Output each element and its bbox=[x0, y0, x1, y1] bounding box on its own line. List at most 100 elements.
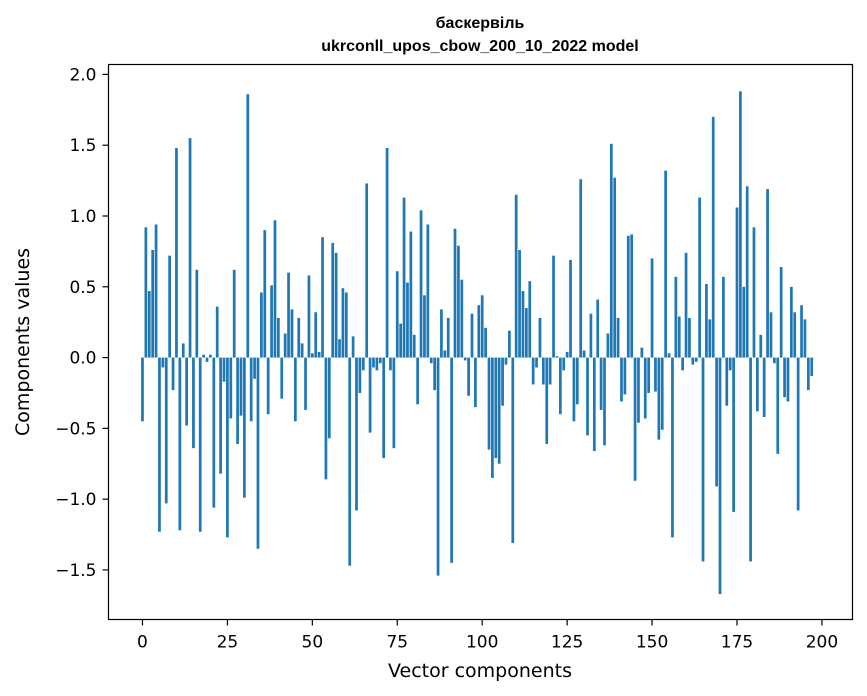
y-axis-ticks: 2.0 1.5 1.0 0.5 0.0 −0.5 −1.0 −1.5 bbox=[55, 65, 109, 581]
bar-component-113 bbox=[525, 308, 528, 358]
bar-component-75 bbox=[395, 271, 399, 358]
y-tick-label: −0.5 bbox=[55, 419, 96, 439]
bar-component-165 bbox=[701, 357, 705, 562]
bar-component-55 bbox=[327, 357, 331, 439]
bar-component-119 bbox=[545, 357, 549, 444]
bar-component-131 bbox=[586, 357, 589, 436]
bar-component-17 bbox=[198, 357, 202, 532]
bar-component-135 bbox=[599, 357, 603, 410]
bar-component-43 bbox=[287, 272, 290, 358]
chart-subtitle: ukrconll_upos_cbow_200_10_2022 model bbox=[321, 38, 638, 55]
bar-component-130 bbox=[582, 350, 586, 358]
x-tick-label: 150 bbox=[636, 633, 668, 653]
bar-component-19 bbox=[205, 357, 209, 362]
bar-component-108 bbox=[508, 330, 511, 358]
bar-component-137 bbox=[606, 333, 610, 358]
bar-component-76 bbox=[399, 323, 403, 358]
y-axis-label: Components values bbox=[12, 248, 34, 436]
bar-component-38 bbox=[270, 285, 273, 358]
bar-component-63 bbox=[355, 357, 358, 511]
bar-component-149 bbox=[647, 357, 651, 393]
bar-component-2 bbox=[147, 291, 151, 358]
bar-component-9 bbox=[171, 357, 175, 391]
bar-component-143 bbox=[626, 235, 630, 358]
plot-frame bbox=[107, 63, 854, 621]
bar-component-40 bbox=[277, 317, 280, 358]
bar-component-121 bbox=[552, 255, 555, 358]
bar-component-54 bbox=[324, 357, 328, 480]
bar-component-132 bbox=[589, 313, 593, 358]
x-axis-ticks: 0 25 50 75 100 125 150 175 200 bbox=[137, 619, 838, 653]
x-tick-label: 175 bbox=[721, 633, 753, 653]
bar-component-189 bbox=[783, 357, 786, 398]
bar-component-179 bbox=[749, 357, 752, 562]
bar-component-166 bbox=[705, 283, 708, 358]
bar-component-18 bbox=[202, 354, 205, 358]
bar-component-6 bbox=[161, 357, 165, 368]
bar-component-104 bbox=[494, 357, 498, 459]
bar-component-150 bbox=[650, 258, 654, 358]
bar-component-31 bbox=[246, 94, 250, 358]
x-tick-label: 100 bbox=[466, 633, 498, 653]
bar-component-196 bbox=[806, 357, 810, 391]
bar-component-193 bbox=[796, 357, 800, 511]
bar-component-180 bbox=[752, 227, 756, 358]
bar-component-176 bbox=[739, 91, 742, 358]
bar-component-118 bbox=[541, 357, 545, 385]
bar-component-129 bbox=[579, 179, 583, 358]
bar-component-97 bbox=[470, 313, 474, 358]
bar-component-67 bbox=[368, 357, 372, 433]
bar-component-35 bbox=[260, 292, 263, 358]
bar-component-142 bbox=[623, 357, 627, 395]
bar-component-186 bbox=[773, 357, 776, 364]
bar-component-93 bbox=[457, 245, 460, 358]
bar-component-13 bbox=[185, 357, 188, 426]
bar-component-162 bbox=[691, 357, 695, 365]
bar-component-14 bbox=[188, 138, 192, 358]
x-tick-label: 200 bbox=[806, 633, 838, 653]
bar-component-184 bbox=[766, 189, 769, 358]
bar-component-66 bbox=[365, 183, 369, 358]
bar-component-10 bbox=[175, 148, 178, 358]
bar-component-3 bbox=[151, 249, 155, 358]
bar-component-126 bbox=[569, 259, 572, 358]
bar-component-159 bbox=[681, 357, 684, 371]
bar-component-27 bbox=[232, 269, 236, 358]
bar-component-16 bbox=[195, 269, 199, 358]
bar-component-78 bbox=[406, 282, 409, 358]
bar-component-1 bbox=[144, 227, 148, 358]
bar-component-195 bbox=[803, 319, 807, 358]
bar-component-69 bbox=[375, 357, 379, 371]
bar-component-7 bbox=[164, 357, 168, 504]
bar-component-138 bbox=[609, 143, 613, 358]
bar-component-152 bbox=[657, 357, 661, 440]
bar-component-84 bbox=[426, 224, 430, 358]
bar-component-81 bbox=[416, 357, 420, 405]
bar-component-41 bbox=[280, 357, 284, 399]
chart-title: баскервіль bbox=[436, 15, 525, 32]
bar-component-146 bbox=[637, 357, 640, 423]
bar-component-172 bbox=[725, 357, 729, 406]
x-tick-label: 50 bbox=[302, 633, 324, 653]
bar-component-42 bbox=[283, 333, 287, 358]
bar-component-0 bbox=[141, 357, 144, 422]
bar-component-61 bbox=[348, 357, 352, 566]
bar-component-156 bbox=[671, 357, 674, 538]
bar-component-191 bbox=[789, 286, 793, 358]
bar-component-125 bbox=[565, 351, 569, 358]
bar-component-148 bbox=[643, 357, 647, 419]
y-tick-label: 2.0 bbox=[69, 65, 96, 85]
bar-component-85 bbox=[429, 357, 433, 364]
bar-component-89 bbox=[443, 350, 447, 358]
bar-component-188 bbox=[779, 266, 783, 358]
bar-component-86 bbox=[433, 357, 436, 391]
bar-component-30 bbox=[243, 357, 246, 498]
bar-component-110 bbox=[514, 194, 518, 358]
bar-component-12 bbox=[181, 343, 185, 358]
bar-component-36 bbox=[263, 230, 267, 358]
bar-component-144 bbox=[630, 234, 634, 358]
bar-component-74 bbox=[392, 357, 396, 449]
bar-component-34 bbox=[256, 357, 260, 549]
bar-component-95 bbox=[463, 357, 467, 361]
